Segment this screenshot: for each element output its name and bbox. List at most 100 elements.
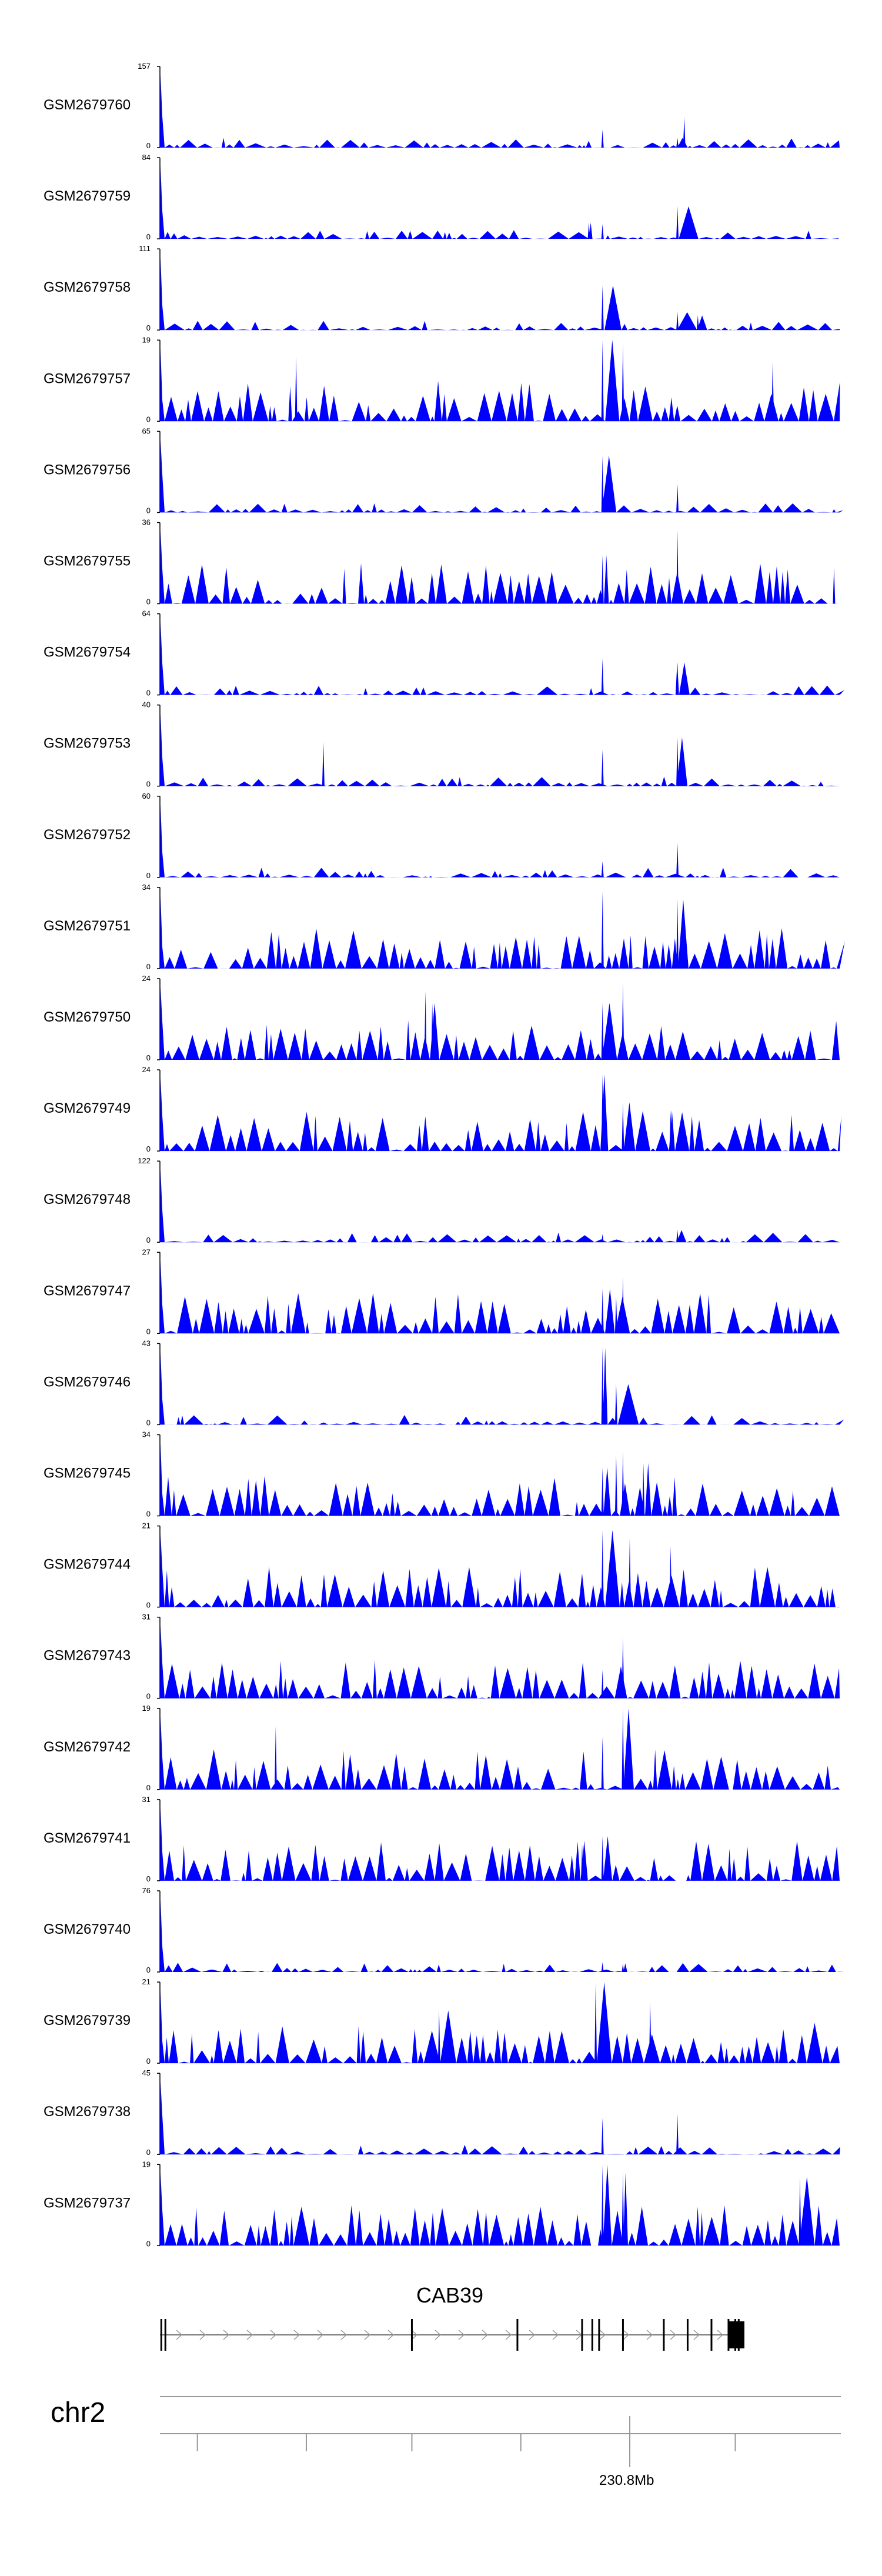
track-GSM2679749: GSM2679749 24 0	[44, 1065, 841, 1153]
track-GSM2679753: GSM2679753 40 0	[44, 700, 840, 789]
track-GSM2679746: GSM2679746 43 0	[44, 1339, 844, 1427]
track-label: GSM2679759	[44, 188, 131, 204]
coverage-area	[160, 1169, 840, 1243]
track-max-label: 60	[142, 792, 151, 800]
track-label: GSM2679738	[44, 2104, 131, 2120]
track-label: GSM2679757	[44, 371, 131, 386]
track-max-label: 24	[142, 1065, 151, 1074]
coverage-area	[160, 622, 845, 695]
gene-exon	[410, 2319, 413, 2351]
strand-arrow-icon	[223, 2330, 230, 2340]
track-label: GSM2679756	[44, 462, 131, 478]
track-max-label: 76	[142, 1886, 151, 1895]
track-GSM2679745: GSM2679745 34 0	[44, 1430, 840, 1519]
track-min-label: 0	[146, 2148, 151, 2157]
track-min-label: 0	[146, 506, 151, 515]
strand-arrow-icon	[670, 2330, 677, 2340]
track-GSM2679743: GSM2679743 31 0	[44, 1613, 840, 1701]
strand-arrow-icon	[246, 2330, 253, 2340]
gene-track: CAB39	[160, 2283, 744, 2351]
gene-exon	[727, 2319, 730, 2351]
track-max-label: 34	[142, 883, 151, 892]
gene-utr-block	[729, 2321, 744, 2348]
track-min-label: 0	[146, 1783, 151, 1792]
track-GSM2679738: GSM2679738 45 0	[44, 2068, 840, 2157]
track-min-label: 0	[146, 2057, 151, 2066]
gene-exon	[164, 2319, 166, 2351]
coverage-area	[160, 1898, 844, 1972]
strand-arrow-icon	[693, 2330, 700, 2340]
track-label: GSM2679747	[44, 1283, 131, 1299]
track-GSM2679747: GSM2679747 27 0	[44, 1247, 840, 1336]
coverage-area	[160, 1625, 840, 1699]
coverage-area	[160, 439, 844, 513]
coverage-area	[160, 1347, 844, 1425]
track-GSM2679748: GSM2679748 122 0	[44, 1156, 840, 1244]
track-label: GSM2679751	[44, 918, 131, 934]
coverage-area	[160, 257, 840, 331]
track-min-label: 0	[146, 1966, 151, 1974]
track-GSM2679750: GSM2679750 24 0	[44, 974, 840, 1062]
chromosome-ticks	[196, 2416, 736, 2467]
track-min-label: 0	[146, 689, 151, 698]
chromosome-track: chr2 230.8Mb	[51, 2396, 841, 2488]
strand-arrow-icon	[199, 2330, 206, 2340]
track-max-label: 45	[142, 2068, 151, 2077]
track-GSM2679760: GSM2679760 157 0	[44, 62, 840, 150]
track-label: GSM2679753	[44, 736, 131, 752]
track-min-label: 0	[146, 1601, 151, 1610]
coverage-area	[160, 74, 840, 148]
gene-exon	[516, 2319, 519, 2351]
track-min-label: 0	[146, 780, 151, 789]
track-max-label: 27	[142, 1247, 151, 1256]
track-max-label: 40	[142, 700, 151, 709]
coverage-area	[160, 982, 840, 1060]
track-max-label: 122	[138, 1156, 151, 1165]
coordinate-label: 230.8Mb	[599, 2472, 654, 2488]
track-max-label: 31	[142, 1795, 151, 1804]
gene-label: CAB39	[416, 2283, 483, 2307]
track-max-label: 36	[142, 518, 151, 527]
track-GSM2679744: GSM2679744 21 0	[44, 1521, 840, 1610]
track-GSM2679752: GSM2679752 60 0	[44, 792, 840, 880]
track-label: GSM2679750	[44, 1009, 131, 1025]
track-label: GSM2679746	[44, 1374, 131, 1390]
coverage-area	[160, 165, 840, 239]
track-label: GSM2679742	[44, 1739, 131, 1755]
strand-arrow-icon	[293, 2330, 300, 2340]
track-GSM2679739: GSM2679739 21 0	[44, 1977, 840, 2066]
track-min-label: 0	[146, 1053, 151, 1062]
track-max-label: 64	[142, 609, 151, 618]
strand-arrow-icon	[340, 2330, 348, 2340]
strand-arrow-icon	[529, 2330, 536, 2340]
track-max-label: 19	[142, 2160, 151, 2168]
strand-arrow-icon	[505, 2330, 512, 2340]
strand-arrows	[176, 2330, 724, 2340]
gene-exon	[622, 2319, 624, 2351]
strand-arrow-icon	[646, 2330, 653, 2340]
coverage-area	[160, 1443, 840, 1516]
chromosome-label: chr2	[51, 2397, 105, 2428]
track-max-label: 43	[142, 1339, 151, 1347]
coverage-area	[160, 1982, 840, 2064]
track-GSM2679757: GSM2679757 19 0	[44, 335, 840, 423]
strand-arrow-icon	[482, 2330, 489, 2340]
track-label: GSM2679743	[44, 1648, 131, 1664]
strand-arrow-icon	[552, 2330, 559, 2340]
track-max-label: 21	[142, 1521, 151, 1530]
gene-exon	[663, 2319, 665, 2351]
coverage-area	[160, 340, 840, 422]
track-min-label: 0	[146, 598, 151, 606]
track-max-label: 19	[142, 1704, 151, 1713]
track-GSM2679751: GSM2679751 34 0	[44, 883, 845, 971]
track-max-label: 34	[142, 1430, 151, 1439]
strand-arrow-icon	[317, 2330, 324, 2340]
track-GSM2679742: GSM2679742 19 0	[44, 1704, 840, 1792]
gene-exon	[710, 2319, 713, 2351]
track-max-label: 157	[138, 62, 151, 71]
track-min-label: 0	[146, 962, 151, 971]
track-min-label: 0	[146, 1692, 151, 1701]
track-max-label: 19	[142, 335, 151, 344]
track-min-label: 0	[146, 323, 151, 332]
